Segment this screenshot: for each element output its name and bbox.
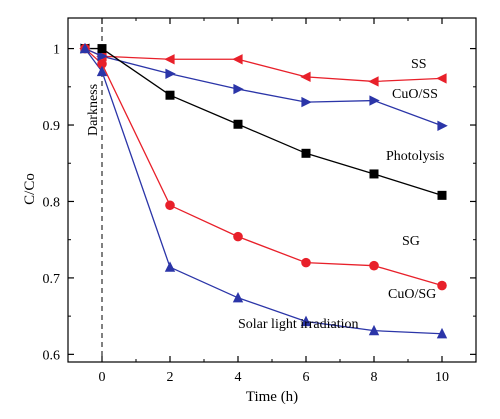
annotation-darkness: Darkness xyxy=(86,84,101,136)
data-point-sg xyxy=(165,200,175,211)
data-point-cuo-ss xyxy=(369,95,380,106)
series-line-sg xyxy=(84,48,443,287)
x-tick-label: 0 xyxy=(99,370,106,385)
data-point-sg xyxy=(437,280,447,291)
series-line-cuo-ss xyxy=(84,47,443,127)
data-point-photolysis xyxy=(97,44,107,54)
series-line-photolysis xyxy=(85,47,443,196)
data-point-cuo-ss xyxy=(165,68,176,80)
data-point-photolysis xyxy=(165,90,175,100)
annotation-solar-light: Solar light irradiation xyxy=(238,317,359,332)
data-point-cuo-sg xyxy=(300,315,312,327)
data-point-cuo-ss xyxy=(301,96,312,108)
data-point-photolysis xyxy=(233,119,243,129)
data-point-cuo-sg xyxy=(164,261,176,272)
data-point-cuo-ss xyxy=(233,83,244,95)
y-tick-label: 0.9 xyxy=(43,119,61,134)
series-label-sg: SG xyxy=(402,234,420,249)
data-point-cuo-sg xyxy=(232,291,244,303)
data-point-cuo-sg xyxy=(79,42,91,54)
data-point-sg xyxy=(97,59,107,69)
x-tick-label: 6 xyxy=(303,370,310,385)
series-markers xyxy=(79,42,448,339)
labels: C/Co Time (h) Darkness Solar light irrad… xyxy=(22,57,444,405)
data-point-cuo-sg xyxy=(368,324,380,336)
axes: 0 2 4 6 8 10 0.6 0.7 0.8 0.9 1 xyxy=(43,17,477,385)
y-axis-title: C/Co xyxy=(22,173,38,205)
series-label-photolysis: Photolysis xyxy=(386,149,444,164)
x-tick-label: 8 xyxy=(371,370,378,385)
data-point-ss xyxy=(232,54,243,65)
data-point-cuo-sg xyxy=(96,65,108,77)
x-tick-label: 4 xyxy=(235,370,242,385)
data-point-sg xyxy=(233,231,243,242)
data-point-sg xyxy=(369,260,379,271)
data-point-photolysis xyxy=(301,148,311,158)
x-axis-title: Time (h) xyxy=(246,389,298,405)
series-label-ss: SS xyxy=(411,57,427,72)
x-tick-label: 10 xyxy=(435,370,449,385)
y-tick-label: 0.6 xyxy=(43,348,61,363)
data-point-cuo-ss xyxy=(437,120,448,131)
x-tick-label: 2 xyxy=(167,370,174,385)
series-label-cuo-ss: CuO/SS xyxy=(392,87,438,102)
data-point-ss xyxy=(300,71,311,83)
data-point-cuo-ss xyxy=(97,51,108,62)
data-point-ss xyxy=(368,76,379,87)
y-tick-label: 1 xyxy=(53,43,60,58)
data-point-sg xyxy=(301,257,311,268)
y-tick-label: 0.8 xyxy=(43,195,61,210)
y-tick-label: 0.7 xyxy=(43,272,61,287)
data-point-ss xyxy=(436,73,447,84)
data-point-ss xyxy=(164,54,175,65)
series-label-cuo-sg: CuO/SG xyxy=(388,287,436,302)
data-point-photolysis xyxy=(437,190,447,200)
data-point-cuo-sg xyxy=(436,327,448,339)
data-point-photolysis xyxy=(369,169,379,179)
